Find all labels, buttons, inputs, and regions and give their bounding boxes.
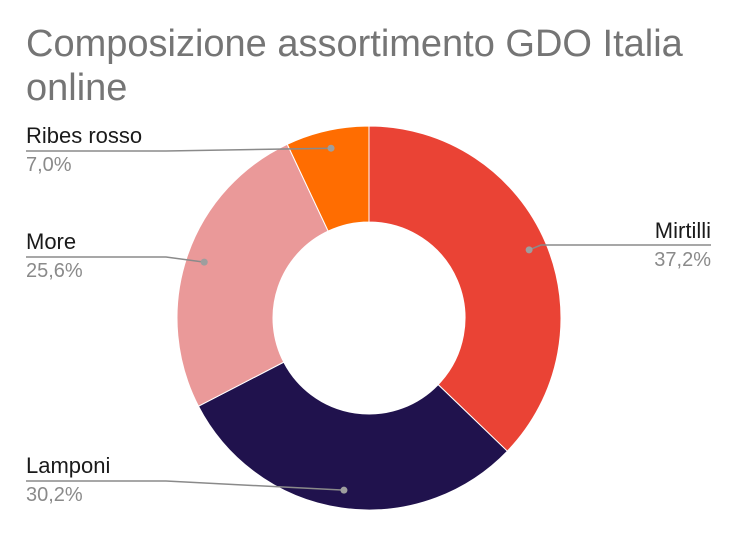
chart-title: Composizione assortimento GDO Italia onl… (26, 23, 683, 109)
slice-label-more: More (26, 229, 76, 254)
leader-line-lamponi (26, 480, 344, 491)
leader-line-mirtilli (528, 244, 711, 251)
slice-more (176, 143, 329, 407)
leader-dot-more (200, 258, 208, 266)
leader-line-ribes-rosso (26, 147, 332, 152)
slice-value-lamponi: 30,2% (26, 484, 83, 506)
slice-ribes-rosso (286, 125, 370, 232)
leader-dot-lamponi (340, 486, 348, 494)
slice-value-more: 25,6% (26, 260, 83, 282)
leader-dot-ribes-rosso (327, 144, 335, 152)
slice-lamponi (197, 361, 509, 511)
leader-line-more (26, 256, 205, 263)
leader-dot-mirtilli (525, 246, 533, 254)
slice-value-ribes-rosso: 7,0% (26, 154, 72, 176)
slice-value-mirtilli: 37,2% (654, 249, 711, 271)
slice-label-lamponi: Lamponi (26, 453, 110, 478)
slice-label-mirtilli: Mirtilli (655, 218, 711, 243)
slice-label-ribes-rosso: Ribes rosso (26, 123, 142, 148)
slice-mirtilli (368, 125, 562, 452)
